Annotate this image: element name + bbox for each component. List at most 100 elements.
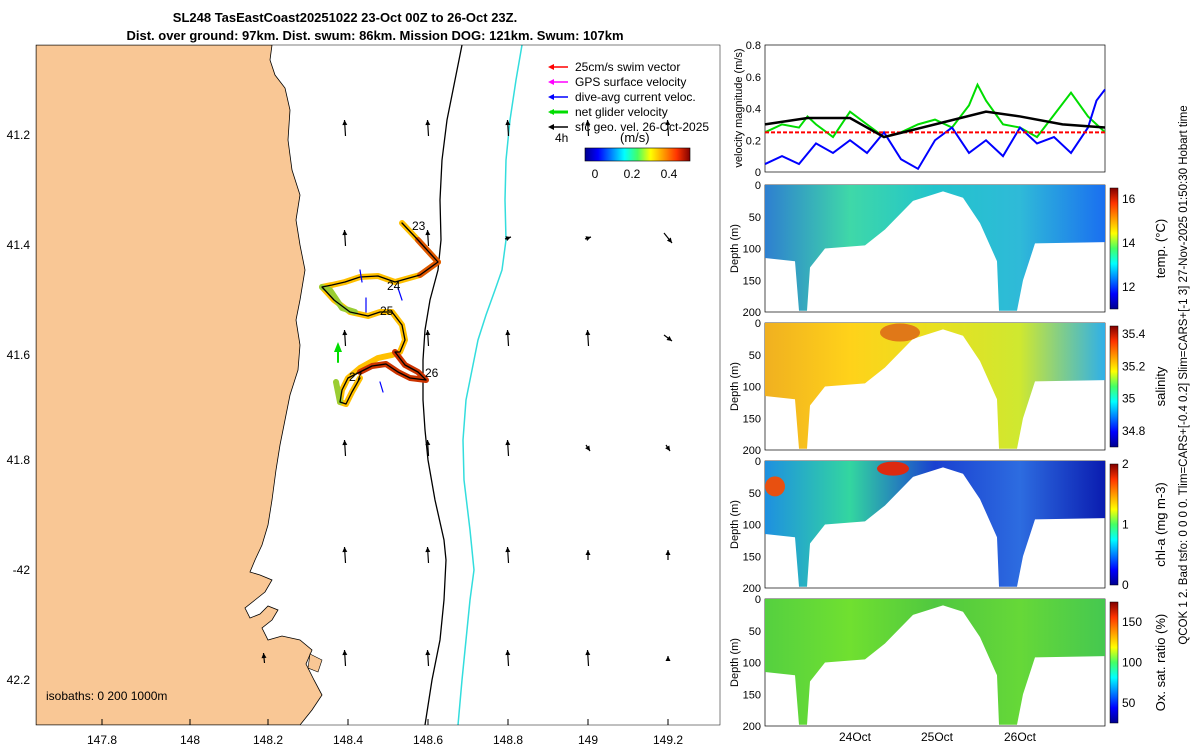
colorbar-tick: 12 xyxy=(1122,280,1136,294)
day-label-26: 26 xyxy=(425,366,439,380)
geo-arrowhead-icon xyxy=(425,330,431,336)
oxy-colorbar-label: Ox. sat. ratio (%) xyxy=(1153,614,1168,712)
depth-axis-label: Depth (m) xyxy=(729,224,741,273)
oxy-section-data xyxy=(765,599,1105,725)
colorbar-tick: 16 xyxy=(1122,192,1136,206)
xtick-26oct: 26Oct xyxy=(1004,730,1037,744)
salinity-section-panel: 0 50 100 150 200 Depth (m) 34.8 35 35.2 35.4 salin… xyxy=(729,318,1168,457)
colorbar-tick: 2 xyxy=(1122,457,1129,471)
geo-arrowhead-icon xyxy=(665,445,670,451)
depth-tick: 0 xyxy=(755,594,761,606)
map-ytick-label: -42 xyxy=(13,563,31,577)
geo-arrowhead-icon xyxy=(505,650,511,656)
colorbar-tick-1: 0.2 xyxy=(624,167,641,181)
geo-arrowhead-icon xyxy=(505,236,511,241)
colorbar-tick: 0 xyxy=(1122,578,1129,592)
temp-section-data xyxy=(765,185,1105,311)
geo-arrowhead-icon xyxy=(425,547,431,553)
sfc-geo-velocity-arrows xyxy=(261,119,673,667)
map-ytick-label: 41.4 xyxy=(7,238,31,252)
chla-maximum-patch xyxy=(765,476,785,497)
colorbar-tick-2: 0.4 xyxy=(661,167,678,181)
side-metadata-label: QCOK 1 2. Bad tsfo: 0 0 0 0. Tlim=CARS+[… xyxy=(1178,105,1190,644)
geo-arrowhead-icon xyxy=(585,330,591,336)
colorbar-tick: 35.4 xyxy=(1122,327,1146,341)
depth-tick: 200 xyxy=(743,721,761,733)
temp-section-panel: 0 50 100 150 200 Depth (m) 12 14 16 temp. (°C) xyxy=(729,180,1168,319)
land-mass xyxy=(36,45,323,725)
velocity-series-line xyxy=(764,82,1106,139)
map-xtick-label: 149 xyxy=(578,733,598,747)
map-xtick-label: 148.8 xyxy=(493,733,523,747)
legend-label: net glider velocity xyxy=(575,105,668,119)
salinity-section-data xyxy=(765,323,1105,449)
geo-arrowhead-icon xyxy=(425,120,431,126)
oxy-section-panel: 0 50 100 150 200 Depth (m) 50 100 150 Ox. sat. ra… xyxy=(729,594,1168,733)
colorbar-tick: 1 xyxy=(1122,518,1129,532)
salinity-colorbar xyxy=(1109,325,1119,448)
depth-tick: 200 xyxy=(743,583,761,595)
xtick-25oct: 25Oct xyxy=(921,730,954,744)
speed-colorbar xyxy=(584,147,691,162)
geo-arrowhead-icon xyxy=(665,120,671,126)
legend-arrowhead-icon xyxy=(548,124,554,130)
depth-tick: 50 xyxy=(749,488,761,500)
velocity-ytick: 0.6 xyxy=(746,72,761,84)
map-xtick-label: 149.2 xyxy=(653,733,683,747)
geo-arrowhead-icon xyxy=(505,120,511,126)
oxy-colorbar xyxy=(1109,601,1119,724)
geo-arrowhead-icon xyxy=(505,440,511,446)
title-line1: SL248 TasEastCoast20251022 23-Oct 00Z to… xyxy=(173,10,517,25)
map-panel: 23 24 25 26 27 147.8 148 148.2 148.4 148.6 14… xyxy=(7,44,721,747)
legend-arrowhead-icon xyxy=(548,64,554,70)
isobath-label: isobaths: 0 200 1000m xyxy=(46,689,167,703)
isobath-200m xyxy=(457,45,523,725)
geo-arrowhead-icon xyxy=(585,650,591,656)
depth-axis-label: Depth (m) xyxy=(729,638,741,687)
geo-arrowhead-icon xyxy=(585,550,591,555)
time-axis-labels: 24Oct 25Oct 26Oct xyxy=(839,730,1037,744)
depth-axis-label: Depth (m) xyxy=(729,500,741,549)
colorbar-tick: 35.2 xyxy=(1122,359,1146,373)
depth-tick: 0 xyxy=(755,456,761,468)
geo-arrowhead-icon xyxy=(585,120,591,126)
depth-tick: 150 xyxy=(743,413,761,425)
depth-tick: 200 xyxy=(743,445,761,457)
velocity-panel: 0 0.2 0.4 0.6 0.8 velocity magnitude (m/s) xyxy=(733,40,1106,179)
map-ytick-label: 41.2 xyxy=(7,128,31,142)
depth-tick: 200 xyxy=(743,307,761,319)
geo-arrowhead-icon xyxy=(665,550,671,555)
colorbar-tick-0: 0 xyxy=(592,167,599,181)
geo-arrowhead-icon xyxy=(342,120,348,126)
salinity-maximum-patch xyxy=(880,323,920,342)
velocity-series-line xyxy=(764,110,1106,139)
map-xtick-label: 148 xyxy=(180,733,200,747)
legend-label: 25cm/s swim vector xyxy=(575,60,680,74)
colorbar-tick: 100 xyxy=(1122,656,1142,670)
velocity-series-line xyxy=(764,88,1106,171)
geo-arrowhead-icon xyxy=(425,230,431,236)
chla-maximum-patch xyxy=(877,461,909,476)
day-label-27: 27 xyxy=(349,370,363,384)
geo-arrowhead-icon xyxy=(666,237,672,243)
map-latitude-ticks: 41.2 41.4 41.6 41.8 -42 42.2 xyxy=(7,128,31,687)
title-line2: Dist. over ground: 97km. Dist. swum: 86k… xyxy=(126,28,623,43)
geo-arrowhead-icon xyxy=(342,440,348,446)
colorbar-tick: 50 xyxy=(1122,696,1136,710)
geo-arrowhead-icon xyxy=(585,236,591,241)
map-xtick-label: 147.8 xyxy=(87,733,117,747)
map-xtick-label: 148.2 xyxy=(253,733,283,747)
geo-arrowhead-icon xyxy=(505,330,511,336)
geo-arrowhead-icon xyxy=(425,650,431,656)
map-ytick-label: 41.6 xyxy=(7,348,31,362)
salinity-colorbar-label: salinity xyxy=(1153,366,1168,406)
chla-colorbar xyxy=(1109,463,1119,586)
depth-axis-label: Depth (m) xyxy=(729,362,741,411)
day-label-23: 23 xyxy=(412,219,426,233)
legend-arrowhead-icon xyxy=(548,94,554,100)
geo-arrowhead-icon xyxy=(505,547,511,553)
geo-arrowhead-icon xyxy=(342,330,348,336)
day-labels: 23 24 25 26 27 xyxy=(349,219,439,384)
legend-arrowhead-icon xyxy=(548,79,554,85)
